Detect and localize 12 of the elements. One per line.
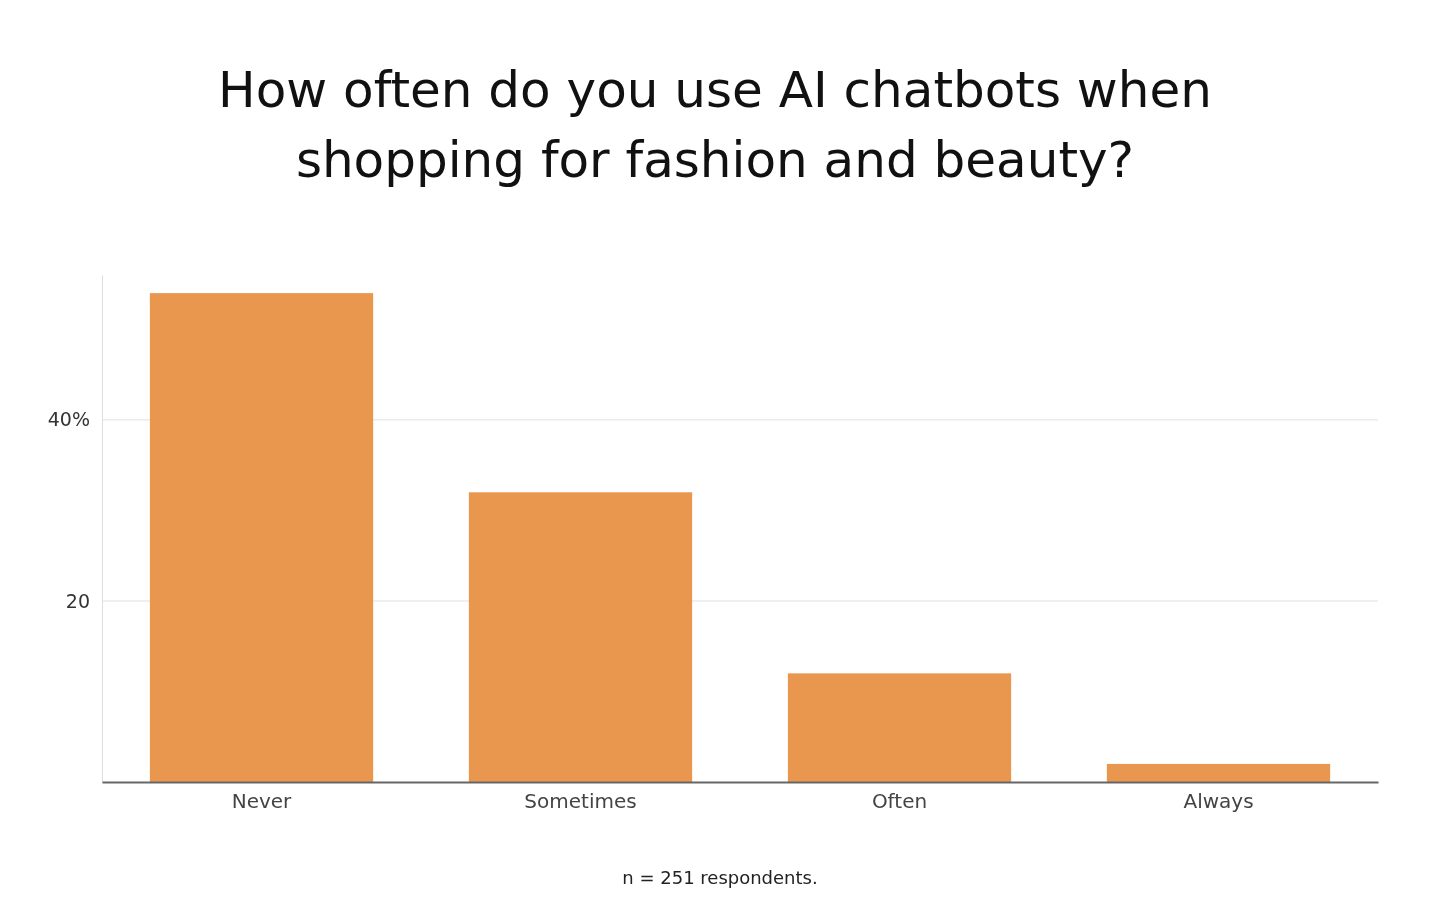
x-tick-label: Sometimes [524, 789, 637, 814]
y-tick-label: 20 [65, 589, 90, 612]
x-tick-label: Never [231, 789, 293, 814]
text: n = 251 respondents. [621, 866, 819, 890]
chart-title: How often do you use AI chatbots when shopping for fashion and beauty? [217, 60, 1213, 191]
x-tick-label: Always [1183, 789, 1254, 814]
y-tick-label: 40% [47, 408, 90, 431]
bar [149, 293, 374, 782]
x-tick-label: Often [871, 789, 928, 814]
bar [1106, 763, 1331, 782]
bar [787, 673, 1012, 782]
bar [468, 492, 693, 782]
